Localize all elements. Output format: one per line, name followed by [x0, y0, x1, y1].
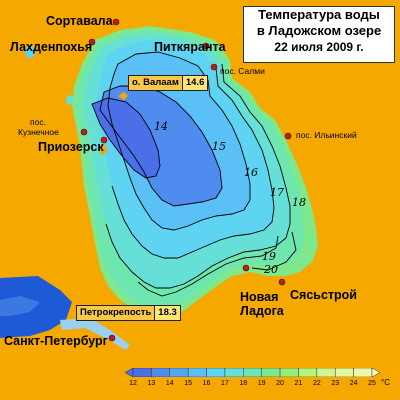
isotherm-19 [137, 235, 279, 297]
legend-bin [279, 368, 299, 377]
legend-bin [298, 368, 318, 377]
legend-bin [206, 368, 226, 377]
city-marker-salmi [210, 63, 218, 71]
legend-tick-label: 18 [239, 380, 248, 387]
isotherm-20 [251, 231, 297, 271]
label-lakhdenpokhya: Лахденпохья [10, 40, 93, 54]
isotherm-17 [111, 67, 275, 259]
station-petrokrepost: Петрокрепость 18.3 [76, 305, 181, 321]
city-marker-sortavala [112, 18, 120, 26]
legend-tick-label: 15 [184, 380, 193, 387]
legend-tick-label: 22 [312, 380, 321, 387]
label-ilyinsky: пос. Ильинский [296, 130, 357, 140]
isotherm-label-14: 14 [154, 120, 168, 133]
isotherm-15 [99, 85, 223, 207]
small-lake [25, 46, 35, 58]
legend-bin [132, 368, 152, 377]
small-lake [66, 95, 74, 105]
gulf-of-finland [0, 276, 72, 338]
legend-bin [187, 368, 207, 377]
legend-tick-label: 12 [129, 380, 137, 387]
legend-tick-label: 19 [257, 380, 266, 387]
city-marker-novaya-ladoga [242, 264, 250, 272]
label-pitkyaranta: Питкяранта [154, 40, 226, 54]
map-title-date: 22 июля 2009 г. [274, 40, 364, 54]
station-valaam-name: о. Валаам [132, 77, 179, 88]
isotherm-label-15: 15 [212, 140, 226, 153]
city-marker-ilyinsky [284, 132, 292, 140]
city-marker-kuznechnoe [80, 128, 88, 136]
city-marker-priozersk [100, 136, 108, 144]
color-legend [125, 368, 380, 377]
label-sortavala: Сортавала [46, 14, 113, 28]
legend-bin [353, 368, 373, 377]
legend-tick-label: 23 [331, 380, 340, 387]
map-title-line2: в Ладожском озере [256, 23, 382, 38]
neva-river [60, 318, 130, 350]
map-title-box: Температура воды в Ладожском озере 22 ию… [243, 6, 395, 63]
city-marker-syasstroy [278, 278, 286, 286]
label-novaya-ladoga-1: Новая [240, 290, 279, 304]
legend-bin [169, 368, 189, 377]
isotherm-14 [91, 97, 161, 179]
label-kuznechnoe-2: Кузнечное [18, 127, 59, 137]
city-marker-spb [108, 334, 116, 342]
isotherm-label-17: 17 [270, 186, 284, 199]
label-spb: Санкт-Петербург [4, 334, 108, 348]
legend-arrow-low [125, 368, 134, 377]
map-title-line1: Температура воды [258, 7, 380, 22]
temp-zone-14 [92, 98, 160, 178]
valaam-island [118, 92, 128, 100]
legend-ticks: 12 13 14 15 16 17 18 19 20 21 22 23 24 25 [123, 380, 383, 390]
legend-bin [224, 368, 244, 377]
legend-bin [334, 368, 354, 377]
isotherm-label-20: 20 [263, 263, 278, 276]
legend-bin [316, 368, 336, 377]
label-priozersk: Приозерск [38, 140, 104, 154]
legend-bin [261, 368, 281, 377]
west-island [98, 144, 108, 156]
label-syasstroy: Сясьстрой [290, 288, 357, 302]
legend-bin [151, 368, 171, 377]
legend-tick-label: 13 [147, 380, 156, 387]
legend-tick-label: 21 [294, 380, 303, 387]
legend-arrow-high [371, 368, 380, 377]
station-petrokrepost-value: 18.3 [154, 306, 180, 320]
neva-delta [0, 296, 40, 316]
legend-tick-label: 20 [276, 380, 284, 387]
legend-tick-label: 17 [221, 380, 229, 387]
city-marker-lakhdenpokhya [88, 38, 96, 46]
isotherm-label-18: 18 [292, 196, 306, 209]
label-salmi: пос. Салми [220, 66, 265, 76]
legend-bin [243, 368, 262, 377]
label-kuznechnoe-1: пос. [30, 117, 46, 127]
legend-tick-label: 14 [165, 380, 174, 387]
city-marker-pitkyaranta [202, 42, 210, 50]
isotherm-18 [105, 63, 291, 289]
legend-tick-label: 16 [202, 380, 211, 387]
label-novaya-ladoga-2: Ладога [240, 304, 284, 318]
station-petrokrepost-name: Петрокрепость [80, 307, 152, 318]
isotherm-label-19: 19 [262, 250, 276, 263]
isotherm-label-16: 16 [244, 166, 258, 179]
station-valaam: о. Валаам 14.6 [128, 75, 209, 91]
legend-tick-label: 25 [368, 380, 376, 387]
legend-unit: °С [381, 378, 390, 387]
legend-tick-label: 24 [349, 380, 358, 387]
station-valaam-value: 14.6 [181, 76, 208, 90]
